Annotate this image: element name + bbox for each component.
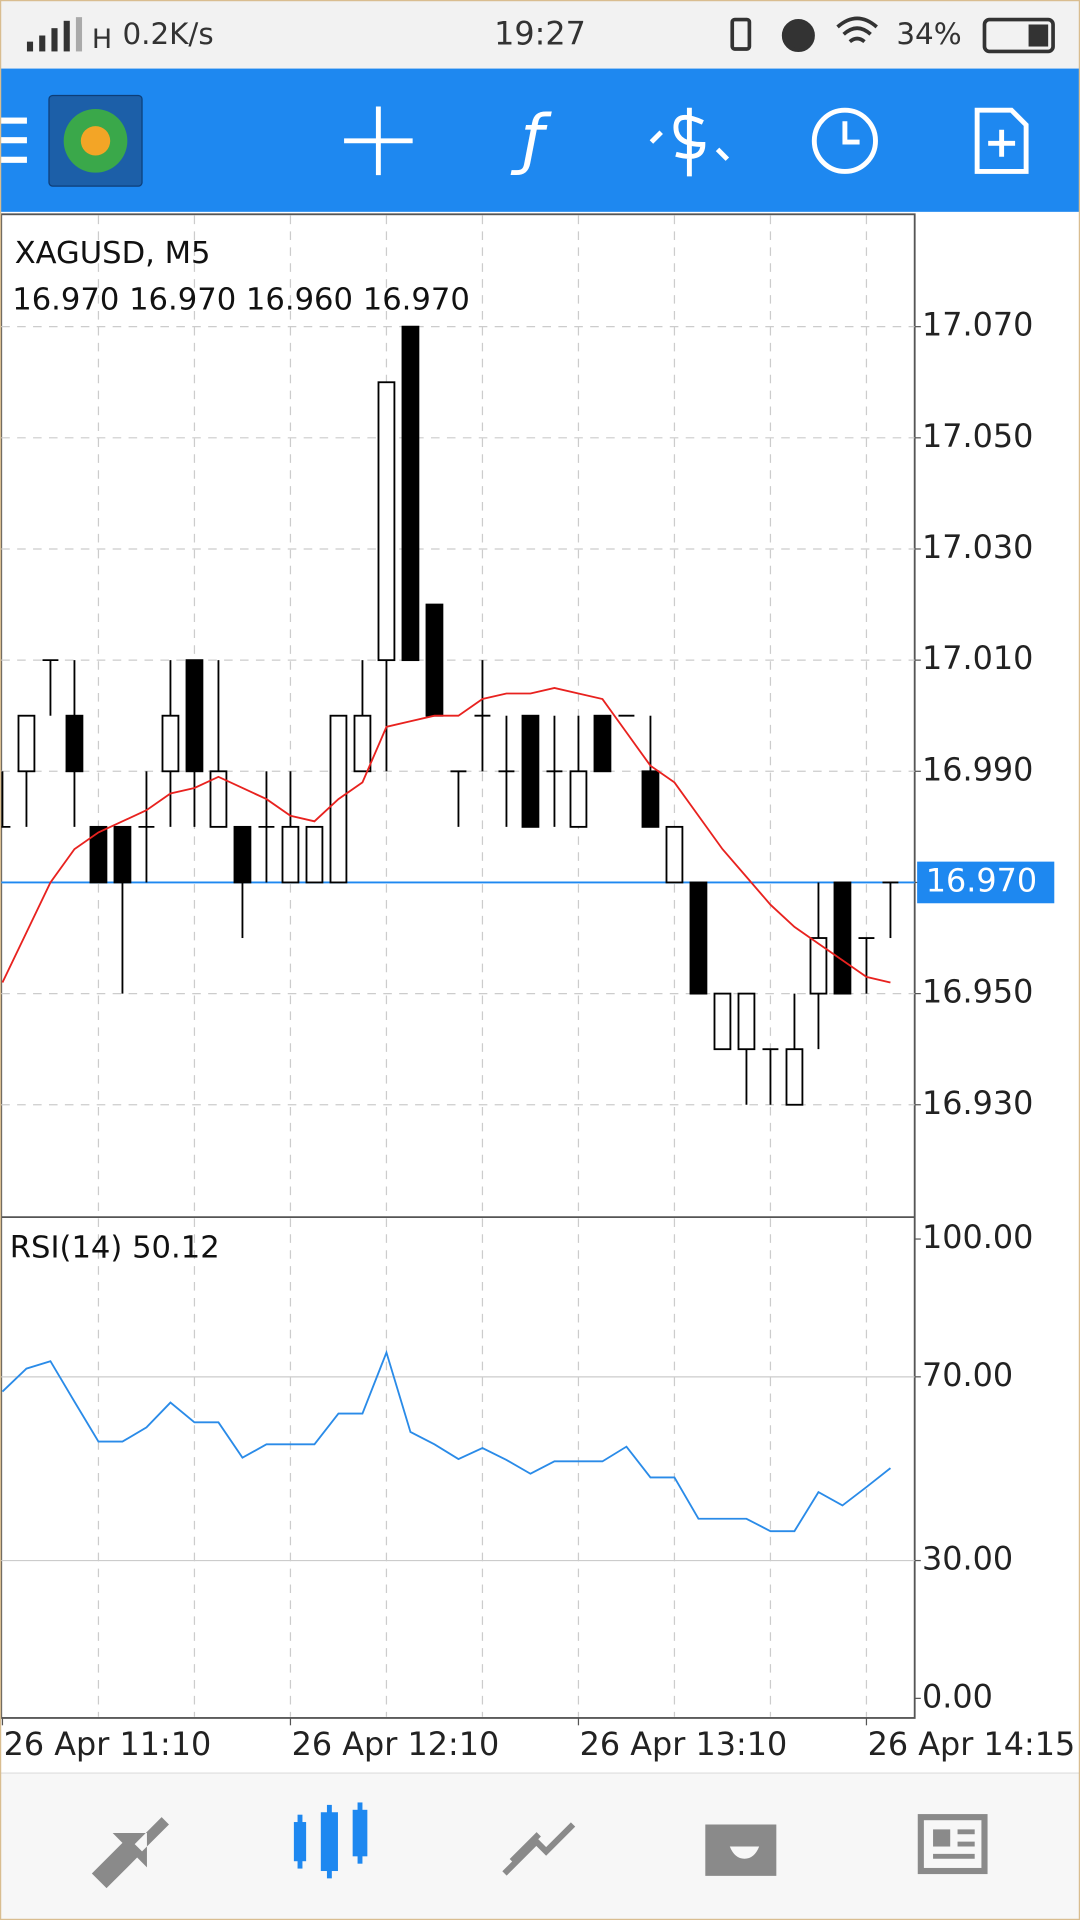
moving-average bbox=[1, 686, 891, 984]
x-tick-label: 26 Apr 12:10 bbox=[292, 1725, 500, 1763]
candle-body bbox=[425, 603, 444, 717]
candle-body bbox=[65, 714, 84, 773]
candle-body bbox=[713, 992, 732, 1051]
candle-body bbox=[233, 825, 252, 884]
candle-body bbox=[737, 992, 756, 1051]
candle-body bbox=[809, 937, 828, 995]
candle-body bbox=[593, 714, 612, 773]
net-speed: 0.2K/s bbox=[122, 17, 213, 51]
y-tick-label: 17.010 bbox=[922, 639, 1033, 677]
candle-body bbox=[521, 714, 540, 828]
ohlc-label: 16.970 16.970 16.960 16.970 bbox=[12, 283, 470, 318]
x-tick-label: 26 Apr 11:10 bbox=[4, 1725, 212, 1763]
candle-body bbox=[209, 770, 228, 828]
candle-body bbox=[281, 825, 300, 884]
rsi-title: RSI(14) 50.12 bbox=[10, 1230, 220, 1265]
status-icons bbox=[730, 16, 878, 53]
candle-body bbox=[305, 825, 324, 884]
x-tick-label: 26 Apr 13:10 bbox=[580, 1725, 788, 1763]
candle-body bbox=[113, 825, 132, 884]
candle-body bbox=[569, 770, 588, 828]
history-tab[interactable] bbox=[705, 1824, 779, 1876]
candle-body bbox=[185, 659, 204, 773]
template-button[interactable] bbox=[974, 107, 1029, 174]
y-tick-label: 30.00 bbox=[922, 1540, 1013, 1578]
candle-body bbox=[641, 770, 660, 828]
chart-tab[interactable] bbox=[293, 1802, 368, 1879]
chart-title: XAGUSD, M5 bbox=[15, 236, 211, 271]
clock: 19:27 bbox=[494, 15, 586, 53]
trade-button[interactable] bbox=[649, 107, 730, 177]
period-button[interactable] bbox=[811, 107, 878, 174]
candle-body bbox=[353, 714, 372, 773]
battery-level: 34% bbox=[896, 17, 961, 51]
y-tick-label: 17.050 bbox=[922, 417, 1033, 455]
signal-icon bbox=[26, 17, 83, 52]
chart-frame bbox=[0, 213, 916, 1719]
app-logo[interactable] bbox=[48, 94, 143, 187]
y-tick-label: 70.00 bbox=[922, 1356, 1013, 1394]
rsi-line bbox=[1, 1349, 892, 1533]
quotes-tab[interactable] bbox=[91, 1817, 169, 1889]
candle-body bbox=[17, 714, 36, 773]
toolbar bbox=[0, 68, 1080, 212]
trade-tab[interactable] bbox=[502, 1822, 576, 1876]
battery-icon bbox=[982, 17, 1055, 54]
y-tick-label: 0.00 bbox=[922, 1677, 993, 1715]
y-tick-label: 17.070 bbox=[922, 306, 1033, 344]
y-tick-label: 17.030 bbox=[922, 528, 1033, 566]
crosshair-button[interactable] bbox=[344, 106, 413, 176]
status-bar bbox=[0, 0, 1080, 69]
y-tick-label: 100.00 bbox=[922, 1218, 1033, 1256]
candle-body bbox=[161, 714, 180, 773]
candle-body bbox=[89, 825, 108, 884]
candle-body bbox=[377, 381, 396, 662]
current-price-label: 16.970 bbox=[926, 861, 1037, 899]
menu-button[interactable] bbox=[0, 117, 27, 163]
y-tick-label: 16.930 bbox=[922, 1084, 1033, 1122]
network-type: H bbox=[92, 24, 112, 55]
x-tick-label: 26 Apr 14:15 bbox=[868, 1725, 1076, 1763]
candle-body bbox=[689, 881, 708, 995]
y-tick-label: 16.990 bbox=[922, 750, 1033, 788]
candle-body bbox=[833, 881, 852, 995]
y-tick-label: 16.950 bbox=[922, 973, 1033, 1011]
candle-body bbox=[401, 325, 420, 662]
news-tab[interactable] bbox=[917, 1814, 988, 1875]
current-price-box bbox=[917, 861, 1055, 904]
candle-body bbox=[785, 1048, 804, 1106]
candle-body bbox=[665, 825, 684, 884]
